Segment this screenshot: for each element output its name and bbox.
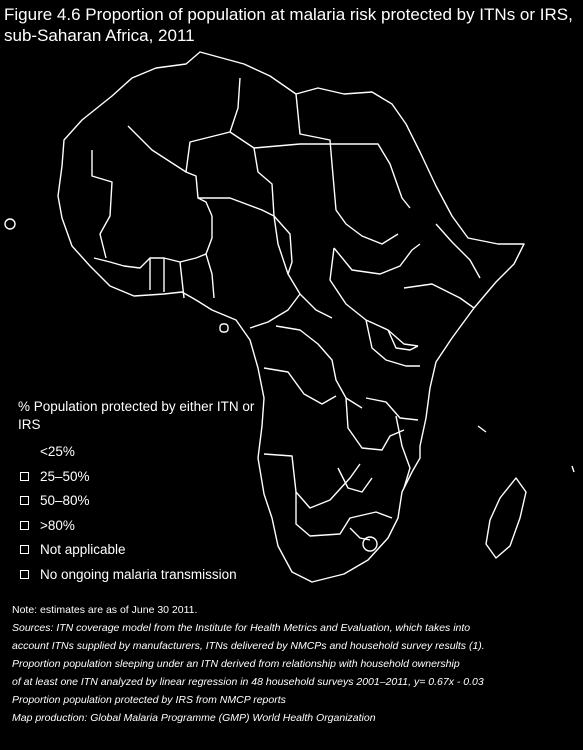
border xyxy=(295,93,333,165)
border xyxy=(249,293,301,329)
note-line: account ITNs supplied by manufacturers, … xyxy=(12,640,485,652)
legend-label: Not applicable xyxy=(40,542,126,557)
border xyxy=(337,467,373,493)
border xyxy=(127,125,213,217)
border xyxy=(185,77,241,173)
legend-item: <25% xyxy=(18,440,278,465)
legend-swatch xyxy=(20,447,29,456)
border xyxy=(387,329,419,351)
cape-verde-island xyxy=(4,218,16,230)
lesotho-border xyxy=(362,536,378,552)
legend-item: 50–80% xyxy=(18,489,278,514)
border xyxy=(333,243,421,275)
map-legend: % Population protected by either ITN or … xyxy=(18,398,278,587)
legend-label: 25–50% xyxy=(40,468,90,484)
legend-swatch xyxy=(20,520,29,530)
legend-swatch xyxy=(20,471,29,481)
border xyxy=(179,261,185,299)
africa-map xyxy=(4,51,575,583)
note-line: Note: estimates are as of June 30 2011. xyxy=(12,604,198,616)
note-line: of at least one ITN analyzed by linear r… xyxy=(12,676,484,688)
border xyxy=(253,143,411,209)
border xyxy=(345,397,405,451)
legend-item: Not applicable xyxy=(18,538,278,563)
note-line: Proportion population sleeping under an … xyxy=(12,658,460,670)
border xyxy=(435,223,481,279)
africa-outline xyxy=(57,51,525,583)
note-line: Proportion population protected by IRS f… xyxy=(12,694,286,706)
border xyxy=(403,283,475,309)
note-line: Map production: Global Malaria Programme… xyxy=(12,712,376,724)
border xyxy=(365,397,419,421)
figure-title: Figure 4.6 Proportion of population at m… xyxy=(4,5,573,45)
comoros-islands xyxy=(477,425,487,433)
legend-swatch xyxy=(20,545,29,554)
legend-swatch xyxy=(20,496,29,505)
legend-item: No ongoing malaria transmission xyxy=(18,563,278,588)
border xyxy=(273,215,333,319)
border xyxy=(205,253,215,299)
border xyxy=(275,325,363,409)
legend-label: No ongoing malaria transmission xyxy=(40,566,237,582)
border xyxy=(229,131,275,217)
note-line: Sources: ITN coverage model from the Ins… xyxy=(12,622,471,634)
border xyxy=(331,163,399,245)
legend-item: >80% xyxy=(18,514,278,539)
border xyxy=(263,367,337,405)
sao-tome-island xyxy=(219,323,229,333)
madagascar-outline xyxy=(485,477,527,559)
legend-label: >80% xyxy=(40,517,75,533)
legend-swatch xyxy=(20,569,29,579)
border xyxy=(349,527,371,541)
border xyxy=(365,319,420,367)
legend-label: <25% xyxy=(40,444,75,459)
legend-item: 25–50% xyxy=(18,465,278,490)
legend-items: <25% 25–50% 50–80% >80% Not applicable No ong… xyxy=(18,440,278,587)
border xyxy=(263,453,361,509)
legend-title: % Population protected by either ITN or … xyxy=(18,399,255,432)
border xyxy=(395,415,411,489)
legend-label: 50–80% xyxy=(40,493,90,508)
border xyxy=(91,150,113,259)
border xyxy=(93,216,213,269)
notes-block: Note: estimates are as of June 30 2011. S… xyxy=(12,601,580,727)
mauritius-island xyxy=(571,465,575,473)
border xyxy=(329,247,419,347)
border xyxy=(295,492,393,537)
